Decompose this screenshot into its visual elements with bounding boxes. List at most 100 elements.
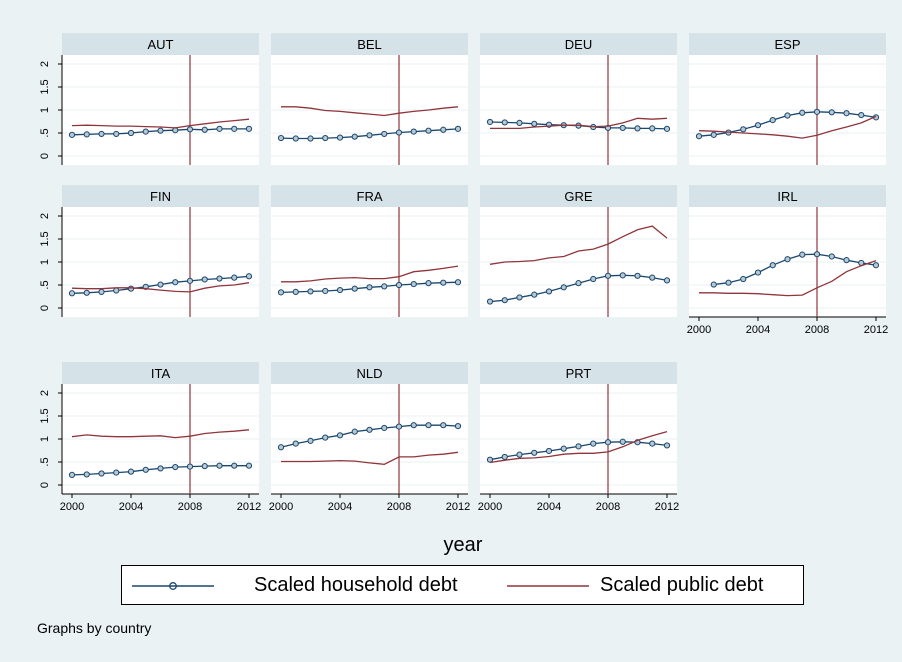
household-debt-point	[245, 273, 253, 280]
series-line-public-debt	[71, 282, 250, 293]
x-tick-label: 2008	[387, 501, 411, 513]
household-debt-point	[663, 277, 671, 284]
household-debt-point	[501, 453, 508, 461]
household-debt-point	[216, 275, 223, 282]
panel-title: FRA	[357, 189, 383, 204]
household-debt-point	[395, 129, 403, 136]
household-debt-point	[381, 130, 388, 138]
household-debt-point	[231, 274, 238, 281]
household-debt-point	[292, 440, 299, 447]
panel-title: DEU	[565, 37, 592, 52]
panel-title: GRE	[564, 189, 593, 204]
household-debt-point	[634, 125, 641, 132]
series-line-public-debt	[281, 106, 459, 117]
panel-header	[271, 362, 468, 384]
household-debt-point	[531, 120, 538, 127]
y-tick-label: 1	[39, 436, 51, 442]
x-tick-label: 2004	[537, 501, 561, 513]
household-debt-point	[366, 132, 373, 139]
household-debt-point	[322, 287, 329, 295]
panel-header	[271, 185, 468, 207]
household-debt-point	[127, 129, 135, 137]
household-debt-point	[872, 262, 880, 269]
y-tick-label: .5	[39, 280, 51, 289]
household-debt-point	[201, 463, 208, 470]
panel-prt: PRT 2000 2004 2008 2012	[478, 362, 679, 513]
x-tick-label: 2004	[119, 501, 143, 513]
household-debt-point	[186, 463, 194, 470]
series-line-public-debt	[71, 118, 250, 129]
x-tick-label: 2000	[60, 501, 84, 513]
household-debt-point	[740, 275, 747, 283]
household-debt-point	[307, 288, 314, 295]
household-debt-point	[186, 126, 194, 133]
household-debt-point	[769, 262, 776, 269]
household-debt-point	[98, 130, 105, 138]
x-tick-label: 2004	[328, 501, 352, 513]
household-debt-point	[769, 117, 776, 124]
legend-label-household-debt: Scaled household debt	[254, 574, 458, 596]
household-debt-point	[486, 456, 494, 463]
household-debt-point	[799, 109, 806, 116]
household-debt-point	[843, 110, 850, 117]
household-debt-point	[307, 135, 314, 142]
series-line-public-debt	[281, 265, 459, 283]
household-debt-point	[322, 134, 329, 142]
household-debt-point	[292, 288, 299, 295]
y-tick-label: 1.5	[39, 408, 51, 423]
x-tick-label: 2012	[655, 501, 679, 513]
household-debt-point	[113, 287, 120, 294]
panel-title: ESP	[774, 37, 800, 52]
household-debt-point	[336, 134, 344, 141]
household-debt-point	[725, 279, 732, 286]
panel-title: BEL	[357, 37, 382, 52]
household-debt-point	[395, 281, 403, 289]
household-debt-point	[366, 426, 373, 433]
household-debt-point	[292, 135, 299, 142]
household-debt-point	[560, 445, 567, 452]
panel-aut: AUT 0 .5 1 1.5 2	[39, 33, 259, 165]
household-debt-point	[216, 125, 223, 132]
household-debt-point	[649, 125, 656, 132]
x-axis-title: year	[444, 534, 483, 556]
panel-title: AUT	[148, 37, 174, 52]
household-debt-point	[322, 434, 329, 441]
household-debt-point	[710, 131, 717, 138]
household-debt-point	[604, 272, 612, 279]
household-debt-point	[231, 125, 238, 132]
household-debt-point	[425, 280, 432, 287]
panel-title: FIN	[150, 189, 171, 204]
household-debt-point	[381, 424, 388, 432]
household-debt-point	[695, 133, 703, 140]
household-debt-point	[245, 125, 253, 132]
legend-marker-household-debt	[169, 582, 177, 590]
household-debt-point	[127, 468, 135, 475]
series-line-public-debt	[490, 117, 668, 130]
household-debt-point	[813, 108, 821, 115]
y-tick-label: .5	[39, 457, 51, 466]
household-debt-point	[381, 283, 388, 290]
household-debt-point	[663, 125, 671, 132]
household-debt-point	[142, 466, 149, 473]
panel-bel: BEL	[271, 33, 468, 165]
household-debt-point	[440, 126, 447, 133]
panel-ita: ITA 0 .5 1 1.5 2 2000 2004 2008 2012	[39, 362, 261, 513]
y-tick-label: 0	[39, 305, 51, 311]
x-tick-label: 2004	[746, 324, 770, 336]
household-debt-point	[410, 128, 417, 135]
y-tick-label: 2	[39, 390, 51, 396]
household-debt-point	[575, 280, 582, 287]
panel-header	[62, 362, 259, 384]
household-debt-point	[828, 253, 835, 260]
household-debt-point	[425, 127, 432, 134]
household-debt-point	[216, 462, 223, 469]
household-debt-point	[336, 286, 344, 294]
series-line-public-debt	[281, 451, 459, 465]
household-debt-point	[307, 437, 314, 444]
household-debt-point	[336, 432, 344, 439]
panel-fin: FIN 0 .5 1 1.5 2	[39, 185, 259, 317]
panel-gre: GRE	[480, 185, 677, 317]
household-debt-point	[516, 119, 523, 126]
household-debt-point	[590, 440, 597, 447]
household-debt-point	[843, 257, 850, 264]
